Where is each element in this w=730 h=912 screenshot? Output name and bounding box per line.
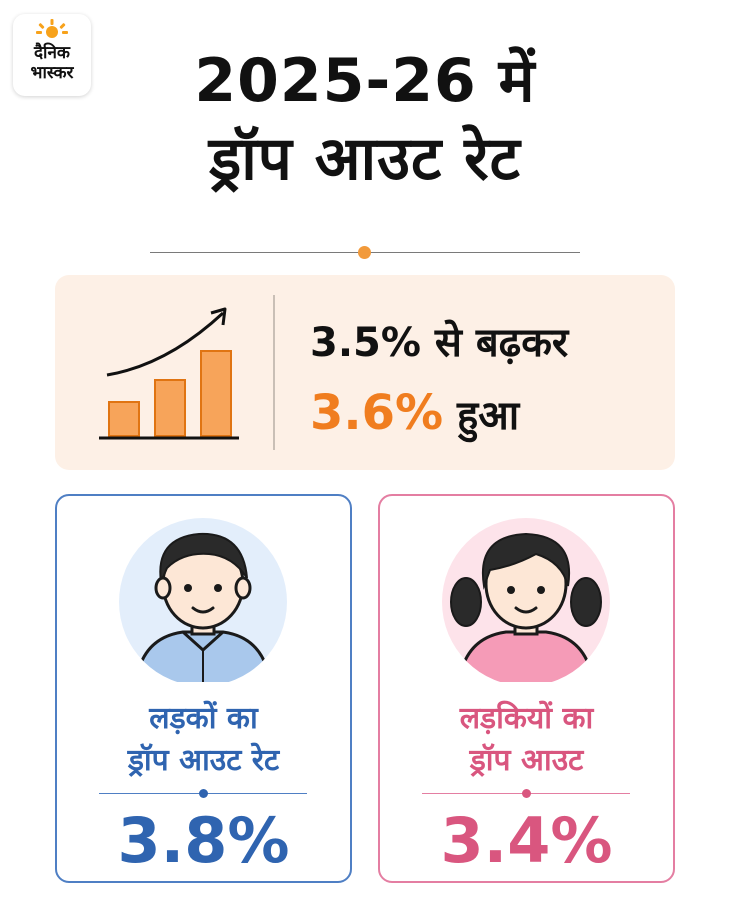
summary-line-2-suffix: हुआ (443, 393, 520, 439)
title-line-1: 2025-26 में (194, 46, 536, 116)
dainik-bhaskar-logo: दैनिक भास्कर (13, 14, 91, 96)
summary-separator (273, 295, 275, 450)
summary-line-2: 3.6% हुआ (310, 385, 519, 441)
girls-label-line-1: लड़कियों का (459, 701, 594, 736)
boys-label-line-1: लड़कों का (149, 701, 258, 736)
boys-label-line-2: ड्रॉप आउट रेट (127, 743, 280, 778)
girls-dropout-label: लड़कियों का ड्रॉप आउट (380, 698, 673, 782)
logo-line-2: भास्कर (30, 63, 74, 83)
summary-line-1: 3.5% से बढ़कर (310, 320, 569, 366)
title-line-2: ड्रॉप आउट रेट (209, 124, 521, 194)
girls-card: लड़कियों का ड्रॉप आउट 3.4% (378, 494, 675, 883)
girls-dropout-value: 3.4% (440, 804, 613, 877)
summary-highlight-value: 3.6% (310, 385, 444, 441)
divider-dot (358, 246, 371, 259)
rising-bar-chart-icon (99, 307, 239, 440)
girls-label-line-2: ड्रॉप आउट (469, 743, 584, 778)
boys-card: लड़कों का ड्रॉप आउट रेट 3.8% (55, 494, 352, 883)
summary-box: 3.5% से बढ़कर 3.6% हुआ (55, 275, 675, 470)
boys-divider-dot (199, 789, 208, 798)
boys-dropout-label: लड़कों का ड्रॉप आउट रेट (57, 698, 350, 782)
sun-icon (36, 19, 68, 38)
girls-divider-dot (522, 789, 531, 798)
boys-dropout-value: 3.8% (117, 804, 290, 877)
logo-line-1: दैनिक (34, 43, 70, 63)
page-title: 2025-26 में ड्रॉप आउट रेट (100, 42, 630, 198)
girl-avatar-icon (442, 518, 610, 682)
boy-avatar-icon (119, 518, 287, 682)
